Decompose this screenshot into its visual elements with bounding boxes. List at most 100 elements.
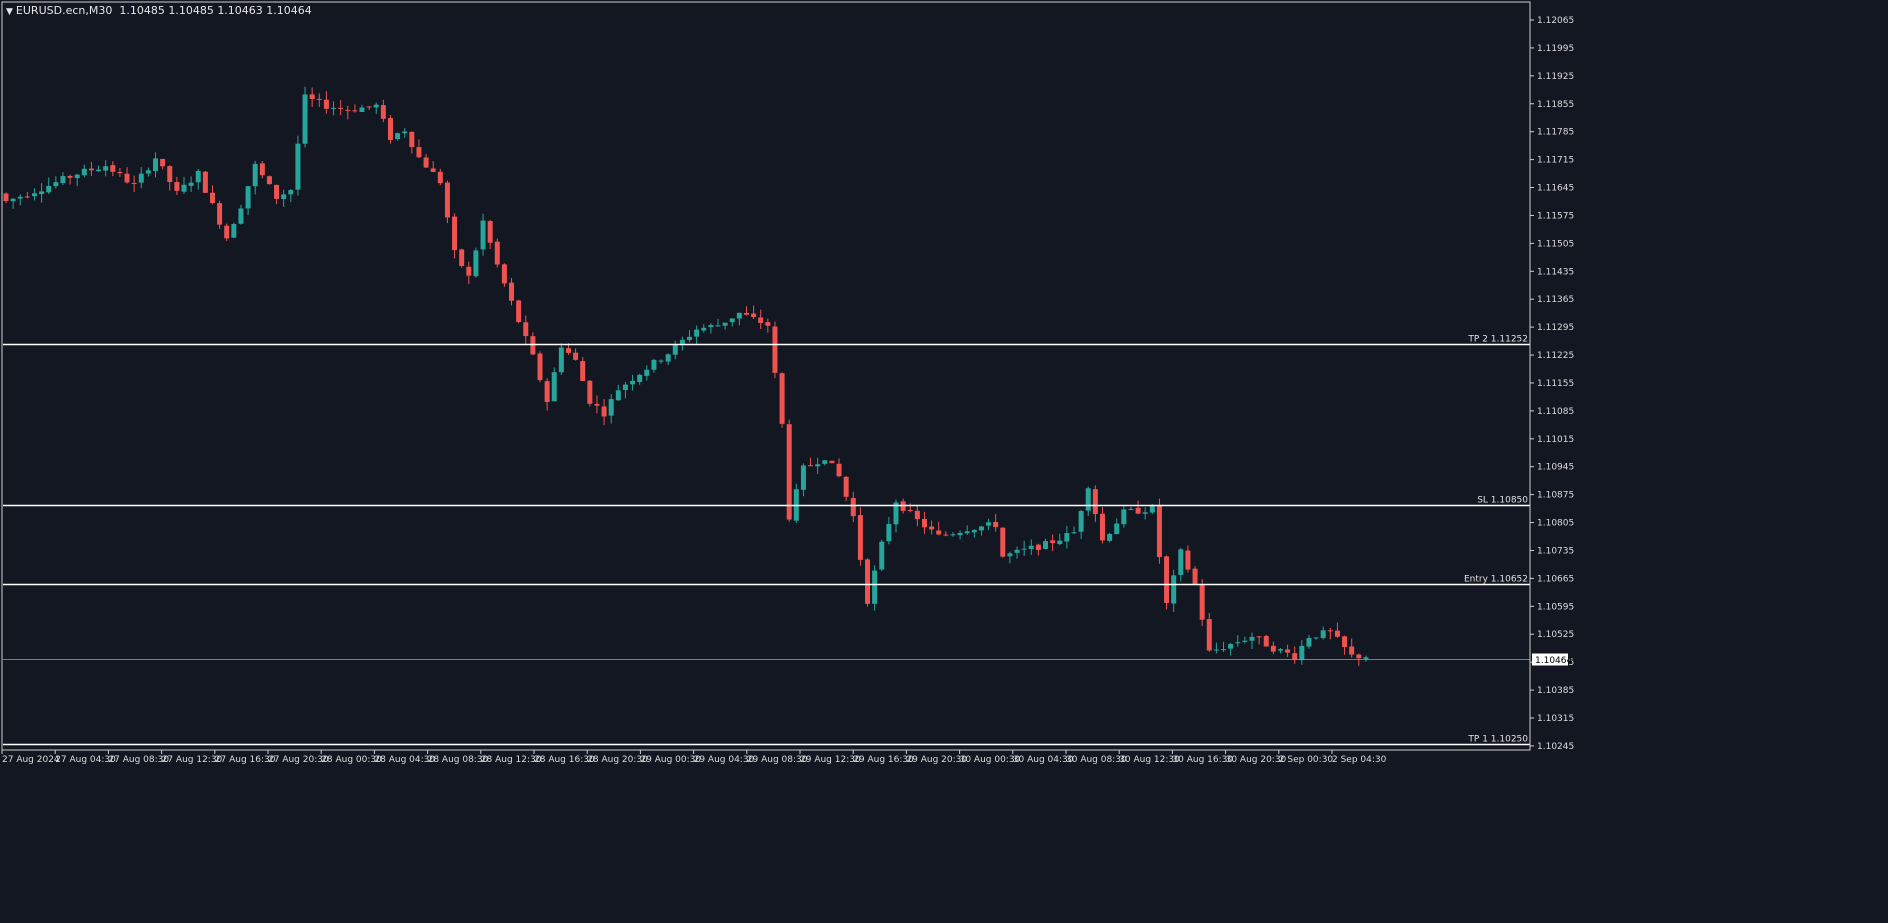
candle-body: [494, 241, 500, 265]
current-price-label: 1.10464: [1535, 656, 1572, 666]
candle-body: [523, 322, 529, 337]
candle-body: [679, 339, 685, 344]
candle-body: [252, 163, 258, 187]
x-tick-label: 27 Aug 20:30: [268, 755, 329, 765]
candle-body: [822, 460, 828, 464]
candle-body: [1007, 553, 1013, 557]
x-tick-label: 29 Aug 12:30: [800, 755, 861, 765]
candle-body: [1085, 488, 1091, 511]
candle-body: [3, 193, 9, 202]
candles-layer: [3, 86, 1369, 666]
candle-body: [452, 216, 458, 251]
x-tick-label: 28 Aug 16:30: [534, 755, 595, 765]
candle-body: [138, 173, 144, 183]
x-tick-label: 30 Aug 12:30: [1119, 755, 1180, 765]
candle-body: [558, 347, 564, 373]
candle-body: [722, 322, 728, 326]
candle-body: [608, 399, 614, 416]
candle-body: [117, 171, 123, 174]
candle-body: [245, 186, 251, 209]
x-tick-label: 28 Aug 12:30: [481, 755, 542, 765]
candle-body: [17, 196, 23, 199]
candle-body: [907, 510, 913, 512]
candle-body: [1092, 489, 1098, 514]
x-tick-label: 27 Aug 2024: [2, 755, 60, 765]
candle-body: [551, 372, 557, 402]
candle-body: [160, 158, 166, 167]
candle-body: [1249, 636, 1255, 641]
candle-body: [857, 515, 863, 560]
y-tick-label: 1.11365: [1537, 295, 1574, 305]
y-tick-label: 1.10245: [1537, 742, 1574, 752]
candle-body: [993, 521, 999, 528]
candle-body: [1299, 645, 1305, 661]
candle-body: [217, 203, 223, 225]
candle-body: [1028, 545, 1034, 549]
candle-body: [1242, 640, 1248, 642]
candle-body: [466, 266, 472, 276]
y-tick-label: 1.11155: [1537, 379, 1574, 389]
candle-body: [231, 224, 237, 238]
x-tick-label: 30 Aug 04:30: [1013, 755, 1074, 765]
candle-body: [736, 312, 742, 319]
y-tick-label: 1.11785: [1537, 128, 1574, 138]
candle-body: [1306, 638, 1312, 647]
candle-body: [1228, 643, 1234, 649]
candle-body: [174, 182, 180, 191]
candle-body: [715, 325, 721, 327]
y-tick-label: 1.12065: [1537, 16, 1574, 26]
y-axis: 1.12065 1.11995 1.11925 1.11855 1.11785 1.117…: [1530, 16, 1574, 752]
y-tick-label: 1.10945: [1537, 463, 1574, 473]
x-tick-label: 28 Aug 20:30: [587, 755, 648, 765]
candle-body: [331, 107, 337, 109]
x-tick-label: 29 Aug 04:30: [694, 755, 755, 765]
candle-body: [259, 163, 265, 176]
candle-body: [1057, 540, 1063, 545]
candle-body: [1277, 649, 1283, 651]
candle-body: [971, 529, 977, 533]
candle-body: [687, 336, 693, 340]
candle-body: [594, 403, 600, 406]
candle-body: [580, 361, 586, 382]
candle-body: [1114, 523, 1120, 535]
candle-body: [1099, 513, 1105, 541]
candle-body: [345, 109, 351, 111]
candle-body: [39, 191, 45, 195]
candle-body: [145, 170, 151, 174]
candle-body: [224, 225, 230, 239]
candle-body: [1285, 649, 1291, 653]
candle-body: [800, 465, 806, 490]
x-tick-label: 28 Aug 04:30: [374, 755, 435, 765]
plot-frame: [1, 1, 1531, 751]
candle-body: [1164, 556, 1170, 603]
candle-body: [501, 264, 507, 284]
candle-body: [103, 166, 109, 171]
symbol-label[interactable]: EURUSD.ecn,M30: [15, 4, 113, 17]
candle-body: [630, 380, 636, 385]
x-tick-label: 29 Aug 00:30: [640, 755, 701, 765]
y-tick-label: 1.10315: [1537, 714, 1574, 724]
candle-body: [950, 534, 956, 536]
candle-body: [46, 185, 52, 193]
y-tick-label: 1.10385: [1537, 686, 1574, 696]
candle-body: [209, 192, 215, 204]
candle-body: [1256, 636, 1262, 638]
candle-body: [530, 336, 536, 355]
candle-body: [352, 110, 358, 112]
candle-body: [921, 518, 927, 528]
candle-body: [1021, 548, 1027, 550]
candle-body: [615, 390, 621, 401]
candle-body: [893, 502, 899, 525]
y-tick-label: 1.10875: [1537, 491, 1574, 501]
candle-body: [936, 530, 942, 535]
x-tick-label: 2 Sep 04:30: [1332, 755, 1387, 765]
candle-body: [1292, 653, 1298, 660]
triangle-down-icon[interactable]: ▼: [6, 7, 13, 17]
candle-body: [373, 104, 379, 108]
candle-body: [843, 476, 849, 497]
candle-body: [1107, 533, 1113, 541]
candle-body: [188, 182, 194, 186]
candle-body: [914, 510, 920, 520]
